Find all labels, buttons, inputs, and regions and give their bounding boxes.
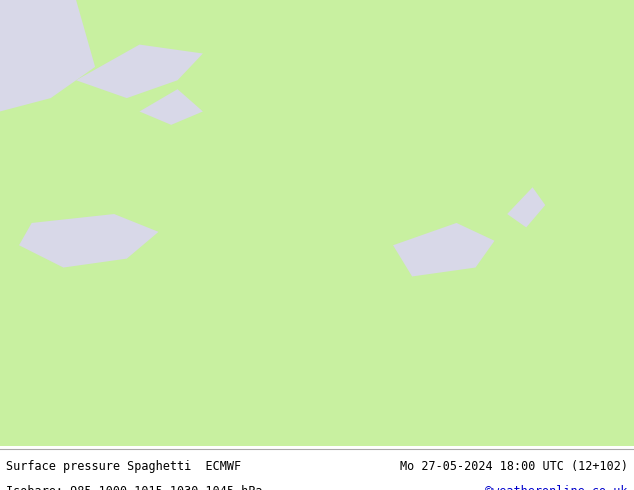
- Polygon shape: [76, 45, 203, 98]
- Polygon shape: [139, 89, 203, 125]
- Text: Mo 27-05-2024 18:00 UTC (12+102): Mo 27-05-2024 18:00 UTC (12+102): [399, 460, 628, 473]
- Polygon shape: [507, 187, 545, 227]
- Text: ©weatheronline.co.uk: ©weatheronline.co.uk: [485, 485, 628, 490]
- Text: Surface pressure Spaghetti  ECMWF: Surface pressure Spaghetti ECMWF: [6, 460, 242, 473]
- Polygon shape: [0, 0, 95, 112]
- Polygon shape: [19, 214, 158, 268]
- Text: Isobare: 985 1000 1015 1030 1045 hPa: Isobare: 985 1000 1015 1030 1045 hPa: [6, 485, 263, 490]
- Polygon shape: [393, 223, 495, 276]
